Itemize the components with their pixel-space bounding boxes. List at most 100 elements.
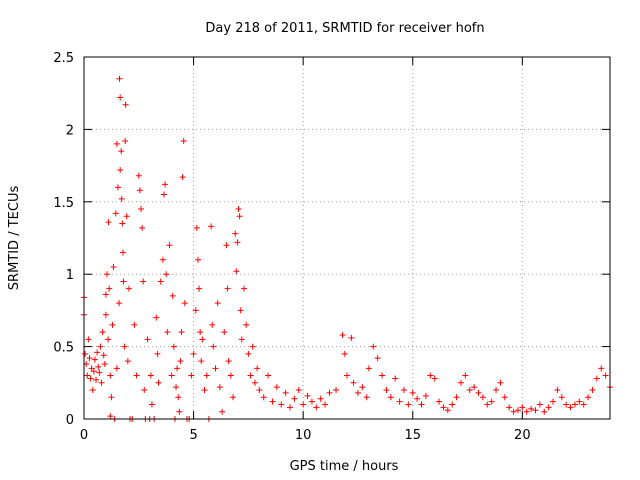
data-point [124, 358, 131, 365]
data-point [484, 401, 491, 408]
data-point [227, 372, 234, 379]
data-point [436, 398, 443, 405]
x-tick-label: 20 [514, 428, 531, 443]
data-point [523, 408, 530, 415]
data-point [295, 387, 302, 394]
data-point [116, 300, 123, 307]
data-point [136, 187, 143, 194]
data-point [196, 285, 203, 292]
data-point [225, 358, 232, 365]
data-point [333, 387, 340, 394]
data-point [422, 392, 429, 399]
data-point [571, 401, 578, 408]
tick-labels: 0 5 10 15 20 0 0.5 1 1.5 2 2.5 [53, 51, 530, 443]
data-point [193, 224, 200, 231]
data-point [235, 206, 242, 213]
data-point [139, 224, 146, 231]
data-point [159, 256, 166, 263]
y-tick-label: 2.5 [53, 51, 74, 66]
data-point [120, 278, 127, 285]
data-point [208, 223, 215, 230]
data-point [95, 363, 102, 370]
data-point [322, 401, 329, 408]
x-tick-label: 15 [404, 428, 421, 443]
data-point [120, 249, 127, 256]
data-point [123, 213, 130, 220]
data-point [431, 375, 438, 382]
data-point [85, 336, 92, 343]
data-point [90, 368, 97, 375]
data-point [163, 271, 170, 278]
data-point [177, 358, 184, 365]
data-point [506, 404, 513, 411]
data-point [181, 300, 188, 307]
data-point [479, 394, 486, 401]
data-point [341, 350, 348, 357]
data-point [99, 329, 106, 336]
data-point [118, 148, 125, 155]
data-point [101, 360, 108, 367]
data-point [350, 379, 357, 386]
data-point [249, 343, 256, 350]
data-point [254, 365, 261, 372]
data-point [493, 387, 500, 394]
data-point [532, 407, 539, 414]
data-point [580, 401, 587, 408]
data-point [106, 285, 113, 292]
data-point [589, 387, 596, 394]
data-point [170, 343, 177, 350]
data-point [105, 219, 112, 226]
data-point [405, 401, 412, 408]
data-point [354, 389, 361, 396]
data-point [234, 239, 241, 246]
data-point [602, 372, 609, 379]
data-point [108, 394, 115, 401]
data-point [265, 372, 272, 379]
data-point [471, 384, 478, 391]
data-point [212, 365, 219, 372]
data-point [348, 334, 355, 341]
data-point [370, 343, 377, 350]
data-point [168, 372, 175, 379]
data-point [224, 285, 231, 292]
data-point [112, 210, 119, 217]
data-point [221, 329, 228, 336]
data-point [233, 268, 240, 275]
data-point [155, 379, 162, 386]
data-point [558, 394, 565, 401]
data-point [173, 384, 180, 391]
data-point [125, 285, 132, 292]
data-point [278, 401, 285, 408]
data-point [141, 387, 148, 394]
data-point [497, 379, 504, 386]
data-point [135, 172, 142, 179]
data-point [240, 285, 247, 292]
data-point [359, 384, 366, 391]
data-point [339, 332, 346, 339]
data-point [116, 75, 123, 82]
data-point [144, 336, 151, 343]
data-point [100, 352, 107, 359]
data-point [93, 376, 100, 383]
data-point [97, 343, 104, 350]
data-point [219, 408, 226, 415]
data-point [133, 372, 140, 379]
data-point [418, 401, 425, 408]
data-point [365, 365, 372, 372]
data-point [236, 213, 243, 220]
data-point [98, 379, 105, 386]
data-point [396, 398, 403, 405]
data-point [109, 321, 116, 328]
data-point [147, 372, 154, 379]
data-point [216, 384, 223, 391]
data-point [256, 387, 263, 394]
data-point [400, 387, 407, 394]
data-point [194, 256, 201, 263]
chart-title: Day 218 of 2011, SRMTID for receiver hof… [205, 21, 484, 36]
data-point [201, 387, 208, 394]
data-point [199, 336, 206, 343]
data-point [122, 101, 129, 108]
data-point [148, 401, 155, 408]
data-point [105, 336, 112, 343]
